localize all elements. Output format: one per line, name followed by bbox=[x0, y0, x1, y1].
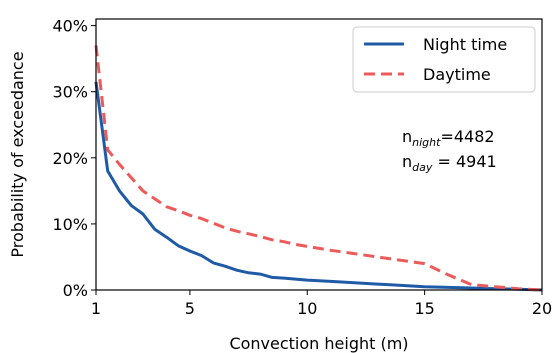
y-axis-label: Probability of exceedance bbox=[8, 51, 27, 257]
sample-size-day-value: = 4941 bbox=[432, 152, 496, 171]
x-tick-label: 10 bbox=[297, 299, 317, 318]
legend-entry-night-time: Night time bbox=[423, 35, 507, 54]
sample-size-night-symbol: n bbox=[402, 127, 412, 146]
series-line-night-time bbox=[94, 81, 543, 292]
y-tick-label: 0% bbox=[63, 281, 88, 300]
series-line-daytime bbox=[94, 45, 543, 292]
sample-size-day-subscript: day bbox=[412, 161, 433, 174]
x-tick-label: 15 bbox=[414, 299, 434, 318]
legend-entry-daytime: Daytime bbox=[423, 65, 491, 84]
y-tick-label: 30% bbox=[52, 83, 88, 102]
x-tick-label: 20 bbox=[532, 299, 552, 318]
y-tick-label: 20% bbox=[52, 149, 88, 168]
sample-size-day: nday = 4941 bbox=[402, 152, 497, 174]
x-tick-label: 1 bbox=[91, 299, 101, 318]
sample-size-day-symbol: n bbox=[402, 152, 412, 171]
sample-size-night-subscript: night bbox=[412, 136, 441, 149]
plot-frame bbox=[95, 18, 543, 291]
plot-lines bbox=[94, 45, 543, 292]
sample-size-night: nnight=4482 bbox=[402, 127, 495, 149]
x-tick-label: 5 bbox=[185, 299, 195, 318]
y-tick-label: 40% bbox=[52, 17, 88, 36]
x-axis-label: Convection height (m) bbox=[229, 334, 408, 353]
legend: Night time Daytime bbox=[352, 26, 536, 93]
y-tick-label: 10% bbox=[52, 215, 88, 234]
sample-size-night-value: =4482 bbox=[440, 127, 494, 146]
axis-ticks: 1 5 10 15 200%10%20%30%40% bbox=[52, 17, 552, 318]
